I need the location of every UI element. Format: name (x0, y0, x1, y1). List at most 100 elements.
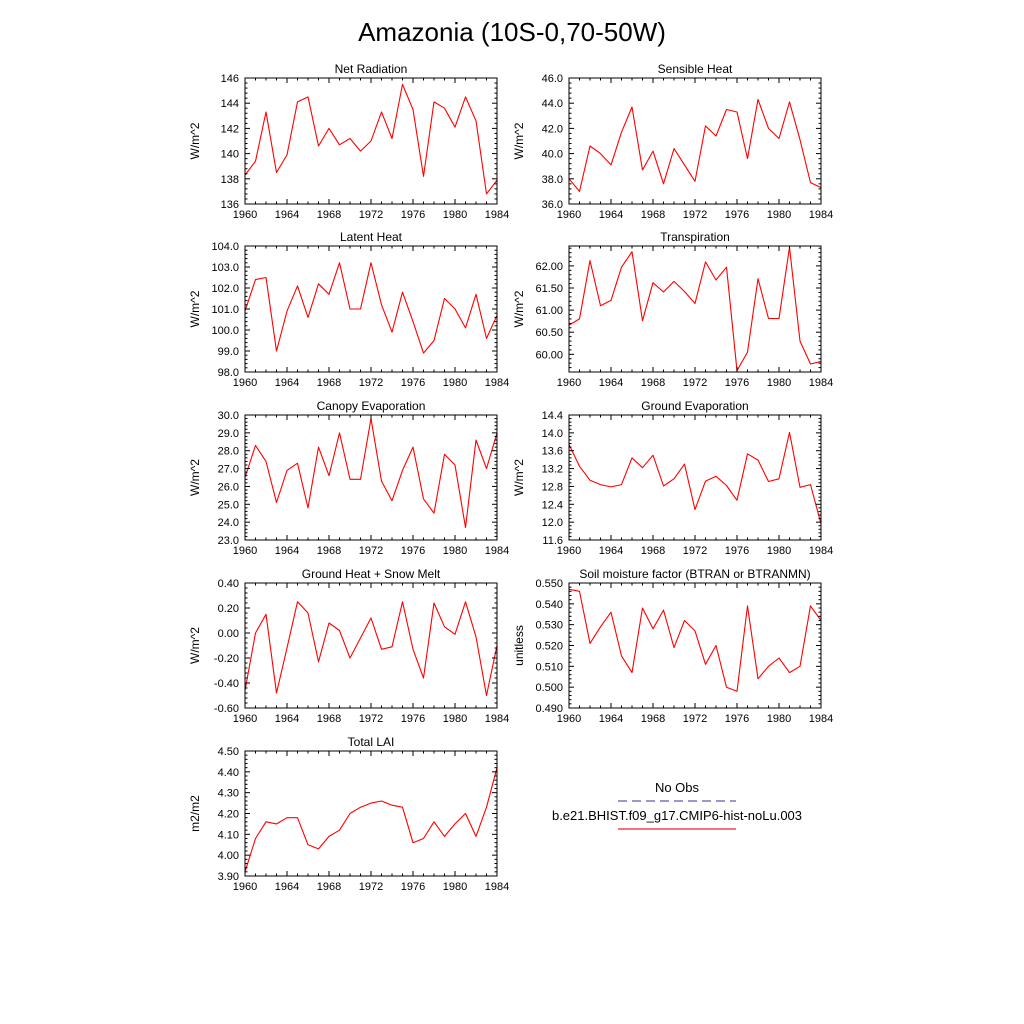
transpiration-plot-frame (568, 245, 822, 373)
ground-heat-snow-melt-x-tick-label: 1964 (275, 713, 299, 725)
sensible-heat-x-tick-label: 1980 (767, 209, 791, 221)
sensible-heat-title: Sensible Heat (658, 62, 733, 76)
net-radiation-x-tick-label: 1984 (485, 209, 509, 221)
transpiration-x-tick-label: 1980 (767, 377, 791, 389)
net-radiation-series-line-0 (245, 83, 497, 195)
sensible-heat-y-tick-label: 44.0 (542, 98, 563, 110)
ground-heat-snow-melt-plot-frame (244, 582, 498, 709)
net-radiation-ylabel: W/m^2 (188, 122, 202, 159)
latent-heat-y-tick-label: 104.0 (211, 241, 239, 253)
latent-heat-x-tick-label: 1964 (275, 377, 299, 389)
sensible-heat-x-tick-label: 1984 (809, 209, 833, 221)
ground-heat-snow-melt-y-tick-label: 0.00 (218, 628, 239, 640)
soil-moisture-factor-btran-or-btranmn-y-tick-label: 0.510 (535, 661, 563, 673)
soil-moisture-factor-btran-or-btranmn-title: Soil moisture factor (BTRAN or BTRANMN) (579, 567, 810, 581)
sensible-heat-plot-frame (568, 77, 822, 205)
ground-heat-snow-melt-y-tick-label: -0.40 (214, 678, 239, 690)
legend-label-0: No Obs (655, 780, 700, 795)
transpiration-ylabel: W/m^2 (512, 290, 526, 327)
latent-heat-y-tick-label: 100.0 (211, 325, 239, 337)
ground-heat-snow-melt-y-tick-label: 0.20 (218, 603, 239, 615)
soil-moisture-factor-btran-or-btranmn-y-tick-label: 0.520 (535, 641, 563, 653)
page-title: Amazonia (10S-0,70-50W) (358, 17, 666, 47)
total-lai-title: Total LAI (348, 735, 395, 749)
sensible-heat-x-tick-label: 1968 (641, 209, 665, 221)
net-radiation-y-tick-label: 140 (221, 149, 239, 161)
sensible-heat-x-tick-label: 1972 (683, 209, 707, 221)
transpiration-x-tick-label: 1964 (599, 377, 623, 389)
transpiration-y-tick-label: 62.00 (535, 261, 563, 273)
soil-moisture-factor-btran-or-btranmn-y-tick-label: 0.490 (535, 703, 563, 715)
net-radiation-x-tick-label: 1976 (401, 209, 425, 221)
latent-heat-x-tick-label: 1972 (359, 377, 383, 389)
panel-ground-heat-snow-melt: 1960 1964 1968 1972 1976 1980 1984 -0.60 -0.40 -0… (188, 567, 509, 725)
canopy-evaporation-y-tick-label: 29.0 (218, 428, 239, 440)
net-radiation-x-tick-label: 1980 (443, 209, 467, 221)
total-lai-x-tick-label: 1960 (233, 881, 257, 893)
latent-heat-x-tick-label: 1960 (233, 377, 257, 389)
sensible-heat-y-tick-label: 46.0 (542, 73, 563, 85)
total-lai-x-tick-label: 1964 (275, 881, 299, 893)
transpiration-y-tick-label: 61.50 (535, 283, 563, 295)
ground-evaporation-x-tick-label: 1960 (557, 545, 581, 557)
ground-evaporation-y-tick-label: 14.0 (542, 428, 563, 440)
transpiration-x-tick-label: 1972 (683, 377, 707, 389)
canopy-evaporation-title: Canopy Evaporation (317, 399, 426, 413)
ground-evaporation-y-tick-label: 14.4 (542, 410, 563, 422)
total-lai-y-tick-label: 4.20 (218, 809, 239, 821)
total-lai-plot-frame (244, 750, 498, 877)
ground-evaporation-x-tick-label: 1972 (683, 545, 707, 557)
ground-heat-snow-melt-title: Ground Heat + Snow Melt (302, 567, 441, 581)
ground-evaporation-x-tick-label: 1976 (725, 545, 749, 557)
soil-moisture-factor-btran-or-btranmn-x-tick-label: 1976 (725, 713, 749, 725)
transpiration-y-tick-label: 60.00 (535, 349, 563, 361)
latent-heat-series-line-0 (245, 262, 497, 354)
legend: No Obs b.e21.BHIST.f09_g17.CMIP6-hist-noL… (552, 780, 802, 830)
sensible-heat-series-line-0 (569, 98, 821, 192)
soil-moisture-factor-btran-or-btranmn-x-tick-label: 1984 (809, 713, 833, 725)
ground-evaporation-y-tick-label: 13.2 (542, 464, 563, 476)
latent-heat-y-tick-label: 102.0 (211, 283, 239, 295)
canopy-evaporation-x-tick-label: 1972 (359, 545, 383, 557)
ground-evaporation-x-tick-label: 1984 (809, 545, 833, 557)
soil-moisture-factor-btran-or-btranmn-x-tick-label: 1960 (557, 713, 581, 725)
canopy-evaporation-y-tick-label: 26.0 (218, 481, 239, 493)
total-lai-x-tick-label: 1972 (359, 881, 383, 893)
sensible-heat-ylabel: W/m^2 (512, 122, 526, 159)
sensible-heat-x-tick-label: 1960 (557, 209, 581, 221)
soil-moisture-factor-btran-or-btranmn-y-tick-label: 0.550 (535, 578, 563, 590)
panel-sensible-heat: 1960 1964 1968 1972 1976 1980 1984 36.0 38.0 40.0… (512, 62, 833, 221)
net-radiation-y-tick-label: 144 (221, 98, 239, 110)
canopy-evaporation-x-tick-label: 1976 (401, 545, 425, 557)
soil-moisture-factor-btran-or-btranmn-y-tick-label: 0.500 (535, 682, 563, 694)
latent-heat-x-tick-label: 1968 (317, 377, 341, 389)
total-lai-y-tick-label: 4.00 (218, 850, 239, 862)
transpiration-x-tick-label: 1960 (557, 377, 581, 389)
canopy-evaporation-y-tick-label: 24.0 (218, 517, 239, 529)
net-radiation-x-tick-label: 1960 (233, 209, 257, 221)
canopy-evaporation-series-line-0 (245, 418, 497, 529)
sensible-heat-y-tick-label: 42.0 (542, 123, 563, 135)
net-radiation-x-tick-label: 1972 (359, 209, 383, 221)
panel-net-radiation: 1960 1964 1968 1972 1976 1980 1984 136 138 140 142… (188, 62, 509, 221)
transpiration-series-line-0 (569, 246, 821, 372)
canopy-evaporation-x-tick-label: 1980 (443, 545, 467, 557)
soil-moisture-factor-btran-or-btranmn-y-tick-label: 0.530 (535, 620, 563, 632)
panel-canopy-evaporation: 1960 1964 1968 1972 1976 1980 1984 23.0 24.0 25.0… (188, 399, 509, 557)
ground-heat-snow-melt-y-tick-label: 0.40 (218, 578, 239, 590)
ground-evaporation-x-tick-label: 1964 (599, 545, 623, 557)
ground-evaporation-y-tick-label: 12.0 (542, 517, 563, 529)
canopy-evaporation-x-tick-label: 1964 (275, 545, 299, 557)
soil-moisture-factor-btran-or-btranmn-x-tick-label: 1980 (767, 713, 791, 725)
soil-moisture-factor-btran-or-btranmn-x-tick-label: 1972 (683, 713, 707, 725)
net-radiation-x-tick-label: 1964 (275, 209, 299, 221)
latent-heat-x-tick-label: 1984 (485, 377, 509, 389)
panel-soil-moisture-factor-btran-or-btranmn: 1960 1964 1968 1972 1976 1980 1984 0.490 0.500 0.… (512, 567, 833, 725)
ground-heat-snow-melt-x-tick-label: 1972 (359, 713, 383, 725)
ground-heat-snow-melt-y-tick-label: -0.20 (214, 653, 239, 665)
total-lai-x-tick-label: 1980 (443, 881, 467, 893)
total-lai-y-tick-label: 3.90 (218, 871, 239, 883)
legend-label-1: b.e21.BHIST.f09_g17.CMIP6-hist-noLu.003 (552, 808, 802, 823)
ground-heat-snow-melt-x-tick-label: 1980 (443, 713, 467, 725)
